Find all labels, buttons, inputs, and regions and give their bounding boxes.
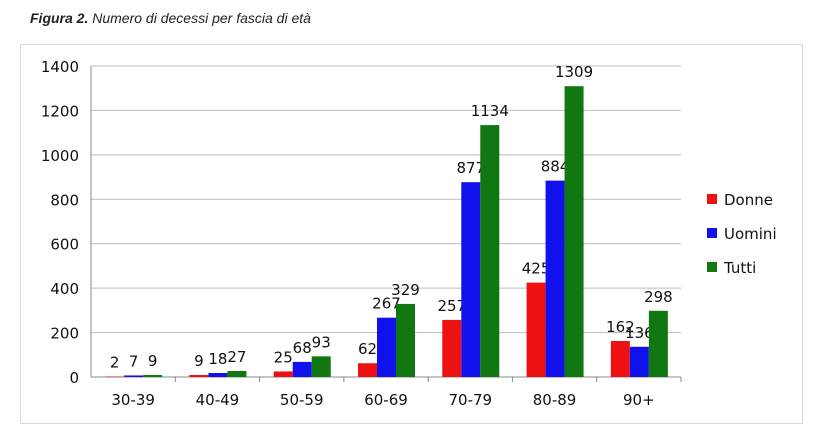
data-label-uomini-80-89: 884 — [541, 158, 570, 176]
y-tick-label-1200: 1200 — [41, 102, 79, 120]
data-label-tutti-60-69: 329 — [391, 281, 420, 299]
y-tick-label-600: 600 — [50, 236, 79, 254]
bar-donne-80-89 — [526, 282, 546, 377]
data-label-uomini-90: 136 — [625, 324, 654, 342]
bar-uomini-60-69 — [377, 317, 396, 377]
x-tick-label-40-49: 40-49 — [196, 391, 240, 409]
x-tick-label-90: 90+ — [623, 391, 655, 409]
bar-tutti-60-69 — [396, 303, 415, 377]
bar-tutti-50-59 — [311, 356, 331, 377]
data-label-donne-90: 162 — [606, 318, 635, 336]
data-label-tutti-40-49: 27 — [227, 348, 246, 366]
bar-tutti-40-49 — [227, 371, 247, 377]
bar-tutti-80-89 — [564, 86, 584, 377]
bar-tutti-90 — [648, 310, 668, 377]
data-label-tutti-30-39: 9 — [148, 352, 158, 370]
bar-uomini-90 — [629, 346, 649, 377]
bar-donne-70-79 — [442, 319, 462, 377]
data-label-tutti-80-89: 1309 — [555, 63, 593, 81]
bar-uomini-80-89 — [545, 180, 565, 377]
figure-caption: Figura 2. Numero di decessi per fascia d… — [30, 10, 311, 26]
bar-uomini-30-39 — [124, 375, 144, 377]
data-label-donne-50-59: 25 — [274, 348, 293, 366]
bar-uomini-40-49 — [208, 373, 228, 377]
x-tick-label-50-59: 50-59 — [280, 391, 324, 409]
y-tick-label-1000: 1000 — [41, 147, 79, 165]
bar-uomini-50-59 — [292, 361, 312, 377]
chart-frame — [20, 44, 803, 424]
data-label-uomini-40-49: 18 — [208, 350, 227, 368]
legend-swatch-uomini — [707, 228, 717, 238]
bar-donne-50-59 — [273, 371, 293, 377]
x-tick-label-60-69: 60-69 — [364, 391, 408, 409]
data-label-uomini-70-79: 877 — [456, 159, 485, 177]
bar-donne-30-39 — [105, 376, 125, 378]
data-label-uomini-60-69: 267 — [372, 295, 401, 313]
data-label-tutti-90: 298 — [644, 288, 673, 306]
figure-title: Numero di decessi per fascia di età — [92, 10, 311, 26]
bar-donne-90 — [610, 341, 630, 377]
legend-label-donne: Donne — [724, 191, 773, 209]
legend-label-tutti: Tutti — [723, 259, 756, 277]
legend-swatch-donne — [707, 194, 717, 204]
bar-uomini-70-79 — [461, 182, 481, 377]
data-label-donne-70-79: 257 — [437, 297, 466, 315]
x-tick-label-80-89: 80-89 — [533, 391, 577, 409]
y-tick-label-1400: 1400 — [41, 58, 79, 76]
data-label-uomini-50-59: 68 — [293, 339, 312, 357]
bar-donne-60-69 — [358, 363, 377, 377]
bar-tutti-70-79 — [480, 125, 500, 377]
data-label-uomini-30-39: 7 — [129, 352, 139, 370]
legend-swatch-tutti — [707, 262, 717, 272]
data-label-donne-60-69: 62 — [358, 340, 377, 358]
x-tick-label-30-39: 30-39 — [111, 391, 155, 409]
x-tick-label-70-79: 70-79 — [448, 391, 492, 409]
y-tick-label-200: 200 — [50, 325, 79, 343]
data-label-tutti-50-59: 93 — [312, 333, 331, 351]
data-label-donne-40-49: 9 — [194, 352, 204, 370]
data-label-donne-30-39: 2 — [110, 354, 120, 372]
data-label-donne-80-89: 425 — [522, 260, 551, 278]
y-tick-label-400: 400 — [50, 280, 79, 298]
bar-donne-40-49 — [189, 375, 209, 377]
y-tick-label-0: 0 — [69, 369, 79, 387]
legend-label-uomini: Uomini — [724, 225, 777, 243]
data-label-tutti-70-79: 1134 — [471, 102, 509, 120]
y-tick-label-800: 800 — [50, 191, 79, 209]
bar-tutti-30-39 — [143, 375, 163, 377]
figure-number: Figura 2. — [30, 10, 89, 26]
